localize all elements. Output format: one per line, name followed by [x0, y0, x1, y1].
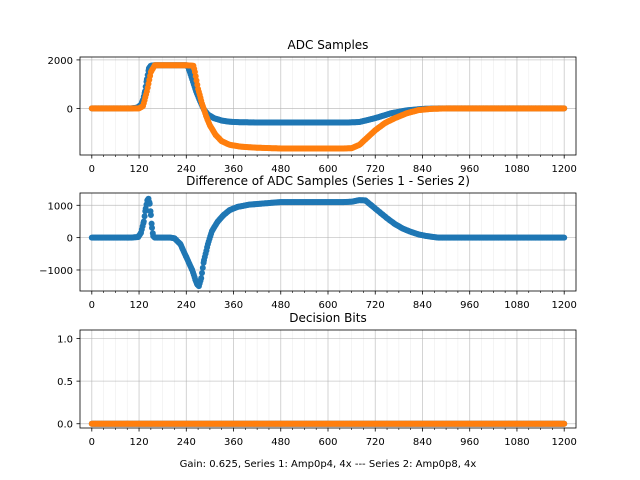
- x-tick-label: 360: [224, 437, 243, 448]
- x-tick-label: 240: [177, 300, 196, 311]
- x-tick-label: 0: [89, 164, 95, 175]
- y-tick-label: 0.0: [57, 420, 73, 431]
- x-tick-label: 840: [413, 437, 432, 448]
- x-tick-label: 1080: [504, 164, 529, 175]
- series-2: [88, 62, 568, 152]
- panel-difference: 0 120 240 360 480 600 720 840 960 1080 1200 1000 0 −1…: [39, 192, 577, 311]
- x-tick-label: 480: [271, 300, 290, 311]
- x-tick-label: 600: [318, 437, 337, 448]
- panel-decision-bits: 0 120 240 360 480 600 720 840 960 1080 1200 1.0 0.5 0…: [57, 329, 577, 448]
- series-1: [88, 195, 568, 290]
- series-2: [88, 420, 568, 427]
- data-point: [561, 234, 568, 241]
- x-tick-label: 120: [130, 300, 149, 311]
- x-tick-label: 1080: [504, 437, 529, 448]
- x-tick-label: 120: [130, 437, 149, 448]
- data-point: [146, 200, 153, 207]
- x-tick-label: 360: [224, 164, 243, 175]
- y-tick-label: 2000: [48, 56, 73, 67]
- x-tick-label: 720: [366, 164, 385, 175]
- x-tick-label: 1200: [551, 300, 576, 311]
- x-tick-label: 720: [366, 300, 385, 311]
- x-tick-label: 960: [460, 437, 479, 448]
- x-tick-label: 0: [89, 300, 95, 311]
- x-tick-label: 1080: [504, 300, 529, 311]
- data-point: [199, 264, 206, 271]
- data-point: [149, 224, 155, 231]
- title-difference: Difference of ADC Samples (Series 1 - Se…: [186, 174, 470, 188]
- x-tick-label: 120: [130, 164, 149, 175]
- x-tick-label: 600: [318, 300, 337, 311]
- y-tick-label: 1000: [48, 201, 73, 212]
- x-tick-label: 960: [460, 164, 479, 175]
- data-point: [140, 218, 147, 225]
- title-adc-samples: ADC Samples: [288, 38, 369, 52]
- data-point: [561, 420, 568, 427]
- data-point: [198, 275, 205, 282]
- x-tick-label: 720: [366, 437, 385, 448]
- x-tick-label: 1200: [551, 164, 576, 175]
- y-tick-label: 0: [67, 234, 73, 245]
- x-tick-label: 360: [224, 300, 243, 311]
- title-decision-bits: Decision Bits: [289, 311, 366, 325]
- panel-adc-samples: 0 120 240 360 480 600 720 840 960 1080 1200 2000 0: [48, 56, 577, 175]
- x-axis-label: Gain: 0.625, Series 1: Amp0p4, 4x --- Se…: [180, 459, 477, 470]
- x-tick-label: 1200: [551, 437, 576, 448]
- y-tick-label: 0: [67, 104, 73, 115]
- x-tick-label: 240: [177, 437, 196, 448]
- y-tick-label: −1000: [39, 266, 73, 277]
- x-tick-label: 240: [177, 164, 196, 175]
- data-point: [561, 105, 568, 112]
- data-point: [141, 213, 148, 220]
- x-tick-label: 600: [318, 164, 337, 175]
- x-tick-label: 840: [413, 164, 432, 175]
- x-tick-label: 0: [89, 437, 95, 448]
- data-point: [147, 212, 154, 218]
- x-tick-label: 960: [460, 300, 479, 311]
- data-point: [148, 220, 155, 227]
- x-tick-label: 840: [413, 300, 432, 311]
- y-tick-label: 1.0: [57, 335, 73, 346]
- data-point: [199, 270, 205, 276]
- x-tick-label: 480: [271, 164, 290, 175]
- x-tick-label: 480: [271, 437, 290, 448]
- y-tick-label: 0.5: [57, 377, 73, 388]
